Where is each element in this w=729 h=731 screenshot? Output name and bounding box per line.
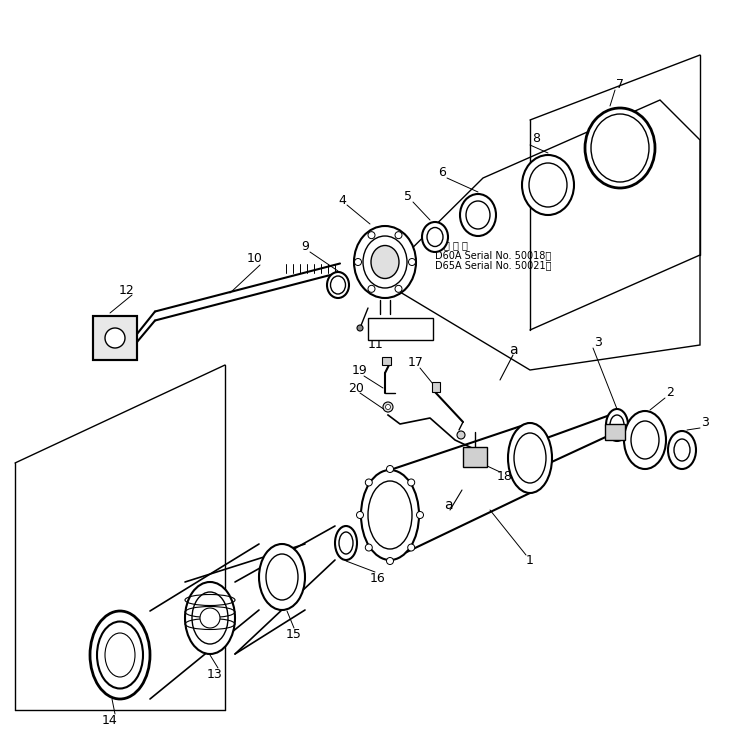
Ellipse shape [90, 611, 150, 699]
Bar [93, 316, 137, 360]
Text: 16: 16 [370, 572, 386, 585]
Text: 11: 11 [368, 338, 384, 352]
Ellipse shape [330, 276, 346, 294]
Ellipse shape [371, 246, 399, 279]
Ellipse shape [606, 409, 628, 441]
Bar [382, 357, 391, 365]
Ellipse shape [368, 481, 412, 549]
Bar [93, 316, 137, 360]
Ellipse shape [585, 108, 655, 188]
Circle shape [365, 479, 373, 486]
Ellipse shape [427, 227, 443, 246]
Ellipse shape [422, 222, 448, 252]
Circle shape [365, 544, 373, 551]
Ellipse shape [460, 194, 496, 236]
Text: a: a [509, 343, 518, 357]
Ellipse shape [339, 532, 353, 554]
Ellipse shape [522, 155, 574, 215]
Circle shape [200, 608, 220, 628]
Text: a: a [444, 498, 452, 512]
Text: 20: 20 [348, 382, 364, 395]
Ellipse shape [529, 163, 567, 207]
Ellipse shape [327, 272, 349, 298]
Text: 15: 15 [286, 629, 302, 642]
Text: 10: 10 [247, 252, 263, 265]
Circle shape [395, 232, 402, 238]
Text: 1: 1 [526, 553, 534, 567]
Circle shape [386, 404, 391, 409]
Circle shape [356, 512, 364, 518]
Text: 13: 13 [207, 669, 223, 681]
Circle shape [368, 232, 375, 238]
Ellipse shape [508, 423, 552, 493]
Circle shape [354, 259, 362, 265]
Circle shape [416, 512, 424, 518]
Ellipse shape [624, 411, 666, 469]
Text: 11A: 11A [389, 324, 411, 334]
Bar [432, 382, 440, 392]
Bar [463, 447, 487, 467]
Text: 9: 9 [301, 240, 309, 252]
Circle shape [105, 328, 125, 348]
Ellipse shape [259, 544, 305, 610]
Ellipse shape [105, 633, 135, 677]
Ellipse shape [591, 114, 649, 182]
Text: 5: 5 [404, 191, 412, 203]
Ellipse shape [610, 415, 624, 435]
Text: 12: 12 [119, 284, 135, 297]
Ellipse shape [514, 433, 546, 483]
Circle shape [395, 285, 402, 292]
Bar [368, 318, 433, 340]
Text: 4: 4 [338, 194, 346, 206]
Ellipse shape [266, 554, 298, 600]
Text: 6: 6 [438, 167, 446, 180]
Text: D60A Serial No. 50018～: D60A Serial No. 50018～ [435, 250, 551, 260]
Text: 3: 3 [701, 417, 709, 430]
Ellipse shape [361, 470, 419, 560]
Ellipse shape [335, 526, 357, 560]
Circle shape [408, 479, 415, 486]
Ellipse shape [97, 621, 143, 689]
Circle shape [457, 431, 465, 439]
Circle shape [368, 285, 375, 292]
Text: 適 用 号 数: 適 用 号 数 [435, 240, 468, 250]
Circle shape [386, 466, 394, 472]
Text: 3: 3 [594, 336, 602, 349]
Ellipse shape [466, 201, 490, 229]
Circle shape [386, 558, 394, 564]
Circle shape [383, 402, 393, 412]
Text: 2: 2 [666, 385, 674, 398]
Text: 14: 14 [102, 713, 118, 727]
Ellipse shape [354, 226, 416, 298]
Bar [605, 424, 625, 440]
Text: 8: 8 [532, 132, 540, 145]
Text: 19: 19 [352, 365, 368, 377]
Text: 7: 7 [616, 77, 624, 91]
Ellipse shape [668, 431, 696, 469]
Circle shape [357, 325, 363, 331]
Ellipse shape [674, 439, 690, 461]
Circle shape [408, 259, 416, 265]
Ellipse shape [192, 592, 228, 644]
Circle shape [408, 544, 415, 551]
Ellipse shape [185, 582, 235, 654]
Ellipse shape [631, 421, 659, 459]
Text: 17: 17 [408, 357, 424, 369]
Text: 18: 18 [497, 471, 513, 483]
Text: D65A Serial No. 50021～: D65A Serial No. 50021～ [435, 260, 552, 270]
Ellipse shape [363, 236, 407, 288]
